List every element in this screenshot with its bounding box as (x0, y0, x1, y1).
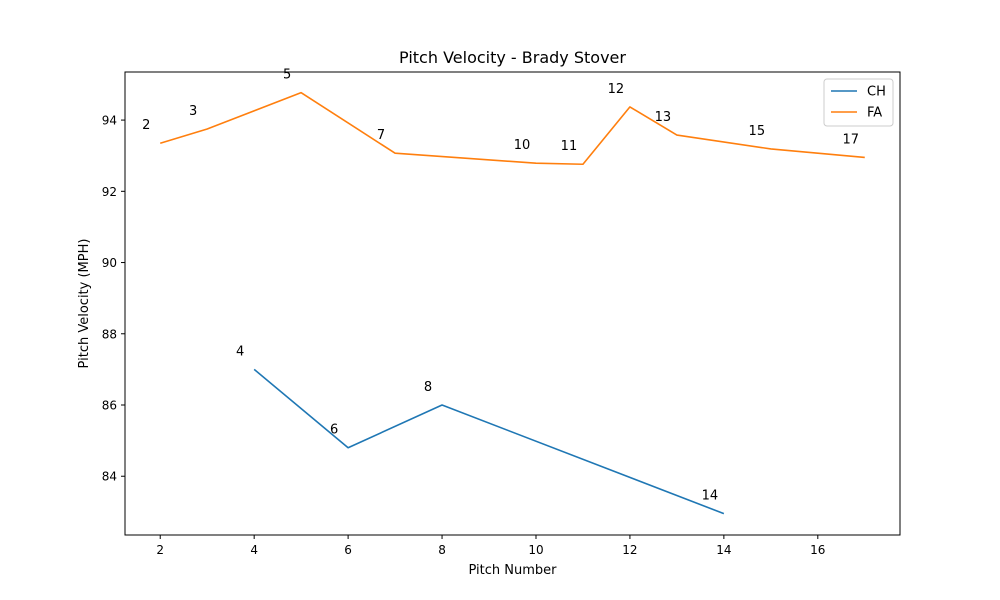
point-label: 12 (608, 82, 625, 97)
plot-area: 4 6 8 14 2 3 5 7 10 11 12 13 15 17 (142, 68, 865, 515)
x-tick-label: 12 (622, 543, 637, 557)
legend-label-fa: FA (867, 106, 882, 121)
point-label: 2 (142, 118, 150, 133)
y-tick-label: 88 (102, 327, 117, 341)
point-label: 7 (377, 128, 385, 143)
legend-label-ch: CH (867, 85, 886, 100)
point-label: 14 (702, 489, 719, 504)
point-label: 11 (561, 139, 578, 154)
y-tick-label: 94 (102, 114, 117, 128)
chart-title: Pitch Velocity - Brady Stover (399, 48, 626, 67)
point-label: 17 (842, 132, 859, 147)
x-axis-label: Pitch Number (468, 563, 557, 578)
x-tick-label: 14 (716, 543, 731, 557)
point-label: 3 (189, 104, 197, 119)
point-label: 8 (424, 380, 432, 395)
x-tick-label: 10 (528, 543, 543, 557)
point-label: 4 (236, 344, 244, 359)
point-label: 15 (749, 124, 766, 139)
point-label: 13 (655, 110, 672, 125)
y-tick-label: 92 (102, 185, 117, 199)
plot-frame (124, 71, 901, 536)
x-tick-label: 16 (810, 543, 825, 557)
y-tick-label: 86 (102, 399, 117, 413)
point-label: 10 (514, 138, 531, 153)
x-tick-label: 8 (438, 543, 446, 557)
y-tick-label: 90 (102, 256, 117, 270)
point-label: 5 (283, 68, 291, 83)
x-tick-label: 4 (250, 543, 258, 557)
point-label: 6 (330, 423, 338, 438)
legend: CH FA (823, 78, 894, 127)
series-line-fa (159, 91, 865, 166)
x-tick-label: 2 (156, 543, 164, 557)
x-tick-label: 6 (344, 543, 352, 557)
series-line-ch (253, 368, 725, 515)
y-axis-label: Pitch Velocity (MPH) (77, 239, 92, 369)
y-tick-label: 84 (102, 470, 117, 484)
